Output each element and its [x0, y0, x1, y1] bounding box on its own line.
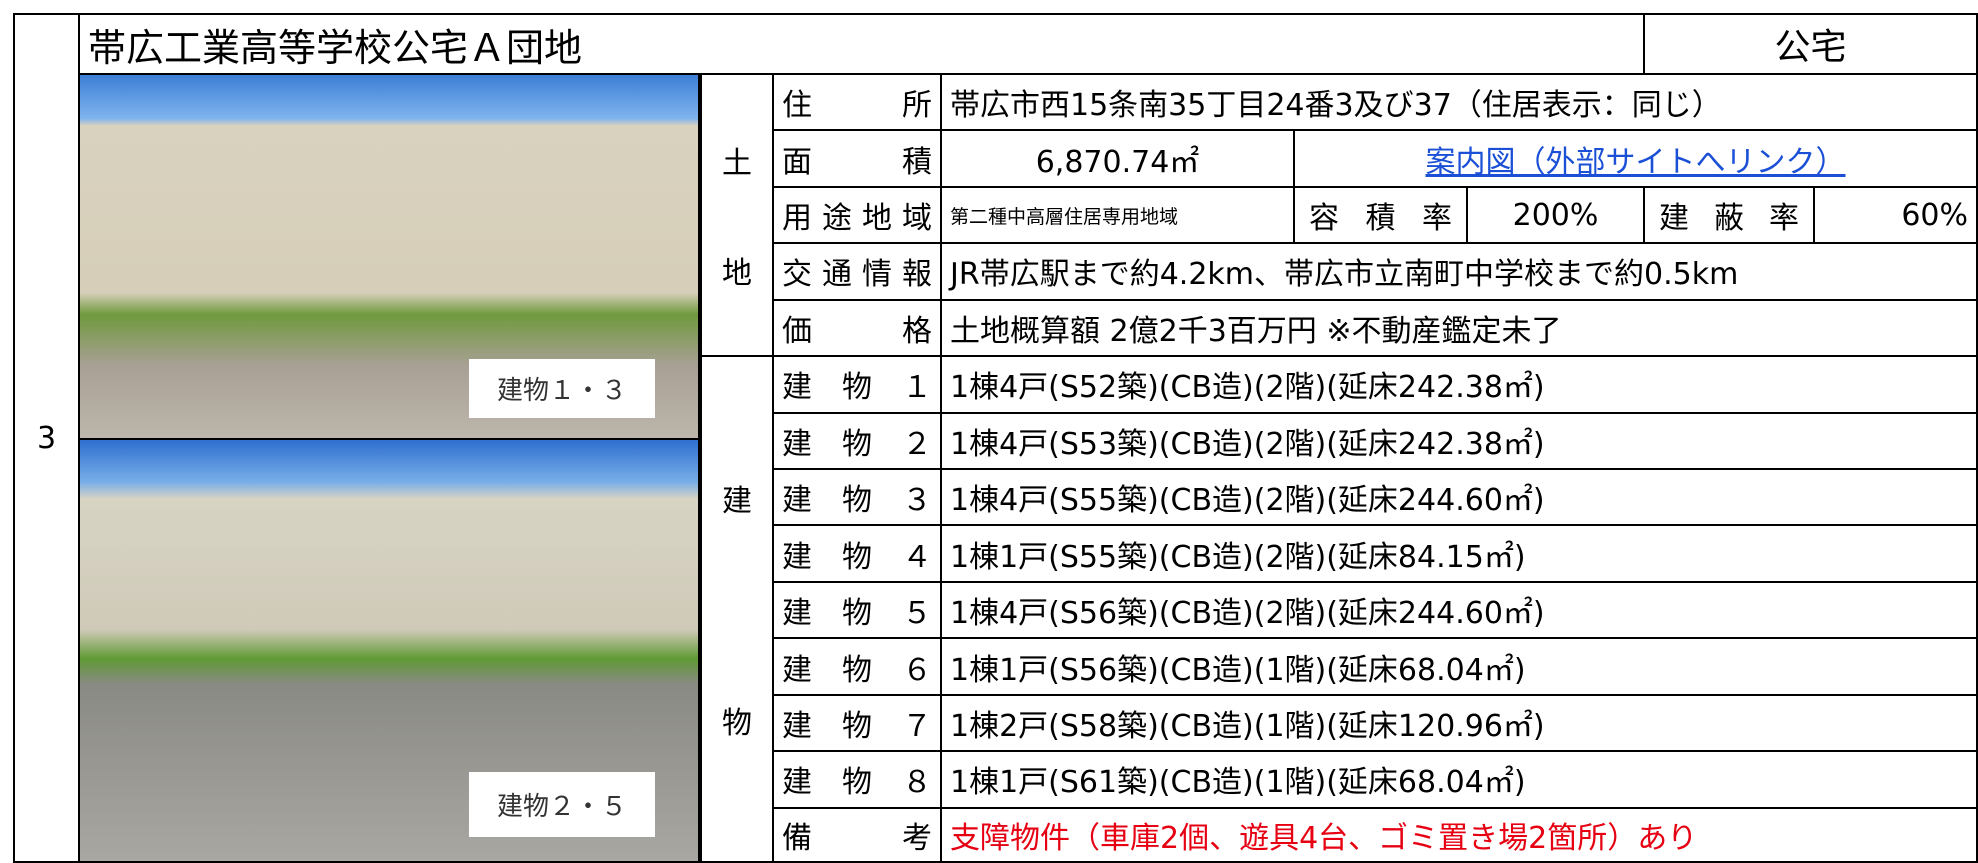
section-heading-char: 地: [722, 256, 752, 292]
building-detail: 1棟4戸(S56築)(CB造)(2階)(延床244.60㎡): [940, 580, 1978, 640]
section-heading-char: 土: [722, 146, 752, 182]
transport: JR帯広駅まで約4.2km、帯広市立南町中学校まで約0.5km: [940, 242, 1978, 301]
row-label: 価格: [772, 298, 942, 358]
building-detail: 1棟4戸(S53築)(CB造)(2階)(延床242.38㎡): [940, 411, 1978, 470]
zoning: 第二種中高層住居専用地域: [940, 185, 1295, 245]
photo: 建物１・３: [78, 73, 700, 440]
map-link[interactable]: 案内図（外部サイトへリンク）: [1425, 144, 1846, 180]
section-heading: 建物: [700, 355, 774, 863]
building-detail: 1棟4戸(S55築)(CB造)(2階)(延床244.60㎡): [940, 468, 1978, 527]
building-detail: 1棟2戸(S58築)(CB造)(1階)(延床120.96㎡): [940, 693, 1978, 753]
photo: 建物２・５: [78, 438, 700, 863]
remarks: 支障物件（車庫2個、遊具4台、ゴミ置き場2箇所）あり: [940, 806, 1978, 863]
section-heading-char: 建: [722, 484, 752, 520]
section-heading: 土地: [700, 73, 774, 358]
map-link-cell: 案内図（外部サイトへリンク）: [1293, 129, 1978, 188]
photo-label: 建物２・５: [469, 772, 655, 837]
title: 帯広工業高等学校公宅Ａ団地: [78, 13, 1645, 75]
bcr-label: 建蔽率: [1643, 185, 1815, 245]
building-detail: 1棟1戸(S56築)(CB造)(1階)(延床68.04㎡): [940, 637, 1978, 696]
building-detail: 1棟1戸(S61築)(CB造)(1階)(延床68.04㎡): [940, 750, 1978, 809]
far-label: 容積率: [1293, 185, 1468, 245]
bcr: 60%: [1813, 185, 1978, 245]
area: 6,870.74㎡: [940, 129, 1295, 188]
row-label: 備考: [772, 806, 942, 863]
section-heading-char: 物: [722, 706, 752, 742]
building-detail: 1棟1戸(S55築)(CB造)(2階)(延床84.15㎡): [940, 524, 1978, 583]
row-label: 面積: [772, 129, 942, 188]
row-label: 住所: [772, 73, 942, 132]
price: 土地概算額 2億2千3百万円 ※不動産鑑定未了: [940, 298, 1978, 358]
row-label: 用途地域: [772, 185, 942, 245]
row-number: 3: [13, 13, 80, 863]
row-label: 交通情報: [772, 242, 942, 301]
far: 200%: [1466, 185, 1645, 245]
category: 公宅: [1643, 13, 1978, 75]
photo-label: 建物１・３: [469, 359, 655, 418]
address: 帯広市西15条南35丁目24番3及び37（住居表示：同じ）: [940, 73, 1978, 132]
building-detail: 1棟4戸(S52築)(CB造)(2階)(延床242.38㎡): [940, 355, 1978, 414]
